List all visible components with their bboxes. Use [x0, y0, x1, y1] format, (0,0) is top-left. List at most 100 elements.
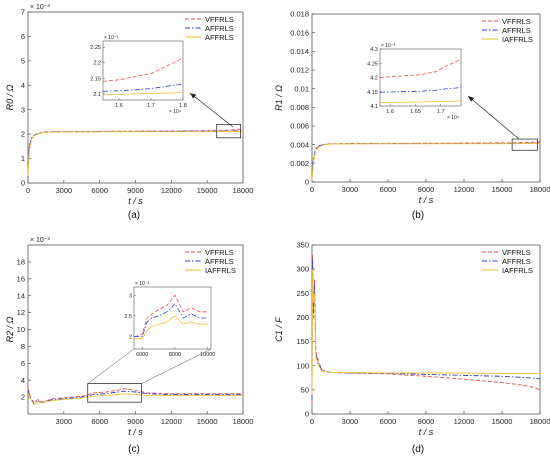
- inset-y-tick-label: 2.1: [93, 92, 101, 98]
- inset-x-exponent: × 10⁴: [447, 115, 459, 121]
- series-line-vffrls: [311, 141, 541, 179]
- y-tick-label: 0.018: [290, 10, 309, 19]
- inset-x-exponent: × 10⁴: [169, 109, 181, 115]
- series-line-vffrls: [27, 128, 244, 171]
- inset-frame: [133, 286, 212, 350]
- inset-series-line-vffrls: [102, 57, 184, 82]
- y-tick-label: 0.012: [290, 66, 309, 75]
- y-tick-label: 0.016: [290, 28, 309, 37]
- x-tick-label: 15000: [492, 185, 513, 194]
- inset-y-tick-label: 2.25: [90, 45, 101, 51]
- x-axis-label: t / s: [419, 195, 434, 205]
- inset-y-tick-label: 4.1: [370, 104, 378, 110]
- y-tick-label: 10: [17, 325, 25, 334]
- y-tick-label: 350: [296, 241, 309, 250]
- x-tick-label: 12000: [161, 186, 182, 195]
- zoom-region-box: [87, 383, 142, 403]
- y-tick-label: 12: [17, 308, 25, 317]
- inset-x-tick-label: 1.8: [179, 103, 187, 109]
- series-line-affrls: [27, 131, 243, 176]
- zoom-connector: [87, 348, 135, 384]
- x-tick-label: 9000: [418, 417, 435, 426]
- zoom-connector: [141, 348, 212, 384]
- legend-entry: VFFRLS: [502, 248, 531, 257]
- x-axis-label: t / s: [128, 196, 143, 206]
- y-tick-label: 0: [305, 410, 309, 419]
- y-tick-label: 18: [17, 258, 25, 267]
- y-axis-label: C1 / F: [274, 317, 284, 342]
- y-tick-label: 0.006: [290, 122, 309, 131]
- inset-y-exponent: × 10⁻³: [135, 281, 150, 287]
- inset-series-line-affrls: [134, 302, 208, 338]
- y-tick-label: 8: [21, 342, 25, 351]
- x-tick-label: 15000: [492, 417, 513, 426]
- inset-y-tick-label: 4.25: [367, 61, 378, 67]
- series-line-affrls: [311, 259, 541, 400]
- y-tick-label: 6: [21, 32, 25, 41]
- y-tick-label: 0: [21, 179, 25, 188]
- x-tick-label: 6000: [91, 186, 108, 195]
- zoom-region-box: [216, 123, 242, 139]
- y-tick-label: 3: [21, 105, 25, 114]
- legend-entry: VFFRLS: [205, 15, 234, 24]
- legend-entry: AFFRLS: [205, 33, 234, 42]
- x-tick-label: 9000: [127, 417, 144, 426]
- panel-1: 0 3000 6000 9000 12000 15000 18000 0 0.002 0.004 0…: [274, 10, 550, 221]
- inset-plot: 1.6 1.7 1.8 2.1 2.15 2.2 2.25× 10⁻³ × 10⁴: [90, 35, 234, 128]
- panel-label: (d): [412, 444, 424, 455]
- y-axis-label: R2 / Ω: [5, 316, 15, 342]
- inset-series-line-affrls: [379, 86, 462, 93]
- x-tick-label: 3000: [55, 417, 72, 426]
- inset-series-line-vffrls: [133, 294, 208, 337]
- inset-series-line-iaffrls: [134, 315, 208, 340]
- inset-x-tick-label: 1.6: [115, 103, 123, 109]
- x-tick-label: 9000: [127, 186, 144, 195]
- y-tick-label: 5: [21, 56, 25, 65]
- x-tick-label: 3000: [342, 185, 359, 194]
- inset-frame: [379, 48, 462, 107]
- legend-entry: IAFFRLS: [205, 266, 236, 275]
- inset-y-tick-label: 2.5: [124, 314, 132, 320]
- panel-label: (b): [412, 210, 424, 221]
- x-tick-label: 18000: [530, 417, 550, 426]
- inset-x-tick-label: 8000: [169, 352, 181, 358]
- y-axis-label: R1 / Ω: [274, 85, 284, 111]
- x-tick-label: 18000: [530, 185, 550, 194]
- inset-x-tick-label: 10000: [200, 352, 215, 358]
- inset-frame: [102, 40, 184, 101]
- x-axis-label: t / s: [419, 427, 434, 437]
- y-exponent: × 10⁻³: [30, 237, 51, 244]
- y-exponent: × 10⁻³: [30, 4, 51, 11]
- series-line-affrls: [27, 130, 244, 166]
- panel-0: 0 3000 6000 9000 12000 15000 18000 0 1 2 3 4 5 6 7 × 10…: [5, 4, 253, 221]
- x-tick-label: 3000: [342, 417, 359, 426]
- legend-entry: VFFRLS: [502, 17, 531, 26]
- inset-x-tick-label: 6000: [136, 352, 148, 358]
- y-tick-label: 0.01: [294, 84, 309, 93]
- panel-label: (c): [128, 444, 140, 455]
- inset-series-line-affrls: [102, 83, 184, 92]
- x-tick-label: 3000: [55, 186, 72, 195]
- y-tick-label: 0.014: [290, 47, 309, 56]
- x-tick-label: 12000: [454, 185, 475, 194]
- inset-y-exponent: × 10⁻³: [381, 43, 396, 49]
- panel-2: 3000 6000 9000 12000 15000 18000 2 4 6 8 10 12 14 16 1…: [5, 237, 253, 455]
- y-tick-label: 250: [296, 289, 309, 298]
- zoom-arrow-head: [190, 93, 197, 99]
- y-tick-label: 2: [21, 130, 25, 139]
- y-tick-label: 4: [21, 81, 25, 90]
- x-tick-label: 6000: [380, 417, 397, 426]
- legend-entry: IAFFRLS: [502, 35, 533, 44]
- y-tick-label: 0.004: [290, 140, 309, 149]
- panel-3: 0 3000 6000 9000 12000 15000 18000 0 50 100 150 200…: [274, 241, 550, 455]
- y-tick-label: 0.008: [290, 103, 309, 112]
- y-tick-label: 14: [17, 291, 25, 300]
- x-tick-label: 15000: [197, 186, 218, 195]
- inset-y-exponent: × 10⁻³: [104, 35, 119, 41]
- y-tick-label: 16: [17, 274, 25, 283]
- legend-entry: VFFRLS: [205, 248, 234, 257]
- series-line-iaffrls: [27, 392, 243, 406]
- inset-series-line-iaffrls: [379, 100, 462, 103]
- y-tick-label: 0.002: [290, 159, 309, 168]
